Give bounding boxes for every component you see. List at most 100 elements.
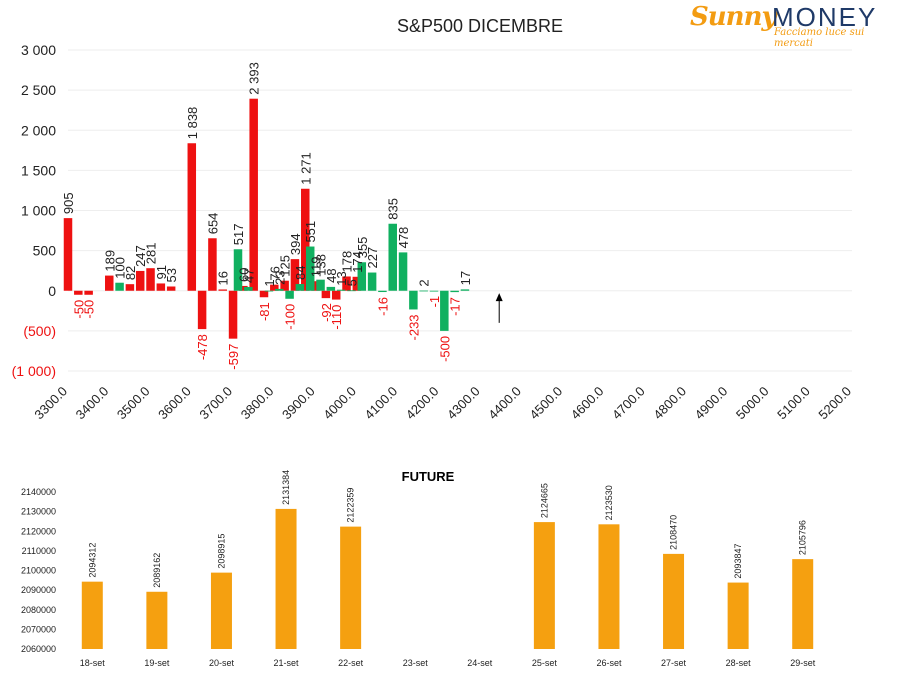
future-x-tick-label: 27-set	[661, 658, 687, 668]
main-bar	[135, 270, 145, 291]
main-bar	[378, 290, 387, 293]
future-data-label: 2124665	[539, 483, 549, 518]
main-data-label: 17	[458, 271, 473, 285]
main-data-label: 84	[293, 266, 308, 280]
future-x-tick-label: 26-set	[596, 658, 622, 668]
main-data-label: 119	[309, 256, 324, 277]
main-data-label: -92	[319, 303, 334, 322]
main-bar	[295, 284, 305, 291]
main-data-label: -50	[71, 300, 86, 319]
main-bar	[270, 284, 279, 291]
future-bar	[146, 591, 168, 649]
main-x-tick-label: 4100.0	[362, 384, 401, 423]
main-data-label: 517	[231, 224, 246, 246]
main-bar	[398, 252, 408, 291]
main-y-tick-label: 2 000	[21, 122, 56, 138]
future-x-tick-label: 24-set	[467, 658, 493, 668]
main-x-tick-label: 4500.0	[527, 384, 566, 423]
main-data-label: -50	[82, 300, 97, 319]
future-y-tick-label: 2070000	[21, 624, 56, 634]
main-bar	[125, 284, 135, 291]
main-bar	[74, 290, 83, 295]
main-bar	[264, 290, 274, 292]
main-x-tick-label: 3400.0	[73, 384, 112, 423]
future-bar	[210, 572, 232, 649]
main-bar	[342, 276, 351, 291]
main-bar	[105, 275, 114, 291]
main-data-label: -110	[329, 305, 344, 330]
future-x-tick-label: 19-set	[144, 658, 170, 668]
main-x-tick-label: 4200.0	[403, 384, 442, 423]
future-y-tick-label: 2060000	[21, 644, 56, 654]
main-x-tick-label: 4800.0	[650, 384, 689, 423]
main-data-label: 1 271	[298, 152, 313, 185]
main-bar	[115, 282, 124, 291]
main-bar	[290, 259, 300, 291]
main-data-label: 281	[144, 242, 159, 264]
main-bar	[326, 286, 336, 291]
main-data-label: -233	[406, 314, 421, 340]
main-data-label: -81	[257, 302, 272, 321]
future-y-tick-label: 2110000	[22, 546, 56, 556]
main-data-label: 2	[417, 279, 432, 286]
main-bar	[347, 290, 356, 292]
main-bar	[228, 290, 238, 339]
main-data-label: 100	[113, 257, 128, 279]
main-bar	[275, 288, 284, 291]
main-y-tick-label: (500)	[23, 323, 56, 339]
future-x-tick-label: 25-set	[532, 658, 558, 668]
future-data-label: 2122359	[346, 488, 356, 523]
main-bar	[280, 280, 289, 291]
main-bar	[305, 246, 315, 291]
main-data-label: 60	[236, 267, 251, 281]
main-data-label: 13	[334, 271, 349, 285]
main-x-tick-label: 5100.0	[774, 384, 813, 423]
main-data-label: 125	[278, 255, 293, 277]
main-data-label: 551	[303, 221, 318, 243]
main-bar	[218, 289, 227, 291]
future-bar	[340, 526, 362, 649]
main-bar	[197, 290, 207, 330]
main-data-label: 227	[365, 247, 380, 269]
main-data-label: -1	[427, 296, 442, 308]
future-x-tick-label: 22-set	[338, 658, 364, 668]
main-data-label: 905	[61, 192, 76, 214]
future-y-tick-label: 2130000	[21, 507, 56, 517]
main-data-label: 91	[154, 265, 169, 279]
future-y-tick-label: 2100000	[21, 566, 56, 576]
main-y-tick-label: (1 000)	[12, 363, 56, 379]
main-bar	[259, 290, 269, 298]
logo-money-text: MONEY	[772, 2, 878, 32]
main-bar	[440, 290, 449, 331]
main-data-label: 189	[102, 250, 117, 272]
main-data-label: 53	[164, 268, 179, 282]
main-x-tick-label: 3700.0	[196, 384, 235, 423]
main-x-tick-label: 3300.0	[31, 384, 70, 423]
future-bar	[792, 559, 814, 649]
main-bar	[311, 281, 320, 291]
main-data-label: 174	[350, 251, 365, 273]
main-bar	[146, 268, 155, 291]
main-bar	[429, 290, 439, 292]
main-data-label: 2 393	[247, 62, 262, 95]
main-bar	[208, 238, 217, 291]
main-bar	[233, 249, 243, 291]
future-data-label: 2105796	[798, 520, 808, 555]
main-bar	[249, 98, 258, 291]
future-data-label: 2093847	[733, 544, 743, 579]
main-bar	[367, 272, 377, 291]
future-data-label: 2094312	[87, 543, 97, 578]
future-data-label: 2108470	[669, 515, 679, 550]
main-data-label: -478	[195, 334, 210, 360]
main-bar	[321, 290, 331, 299]
main-bar	[460, 289, 470, 291]
sunny-money-logo: Sunny MONEY Facciamo luce sui mercati	[688, 2, 893, 49]
main-x-tick-label: 3600.0	[155, 384, 194, 423]
future-bar	[533, 522, 555, 649]
main-data-label: 23	[272, 270, 287, 284]
main-y-tick-label: 1 500	[21, 162, 56, 178]
main-bar	[285, 290, 294, 299]
main-y-tick-label: 1 000	[21, 203, 56, 219]
main-data-label: 178	[340, 251, 355, 273]
main-bar	[357, 262, 367, 291]
